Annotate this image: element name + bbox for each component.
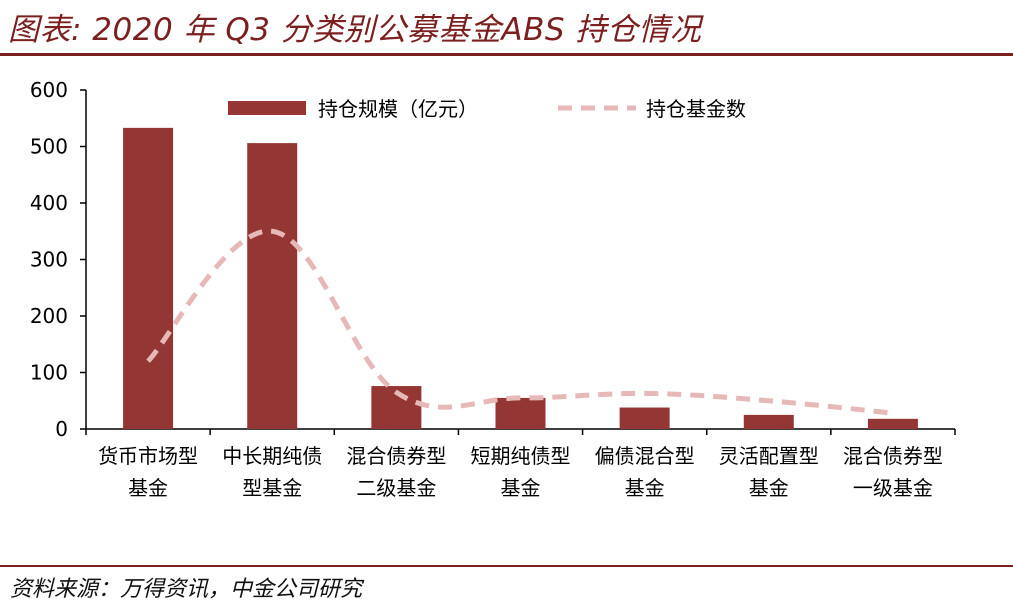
y-tick-label: 200	[30, 304, 68, 328]
bar	[743, 414, 794, 429]
legend-label: 持仓基金数	[646, 97, 746, 121]
category-label: 基金	[128, 476, 168, 500]
category-label: 一级基金	[853, 476, 933, 500]
y-tick-label: 300	[30, 248, 68, 272]
bar	[619, 407, 670, 429]
legend-label: 持仓规模（亿元）	[318, 97, 478, 121]
category-label: 偏债混合型	[595, 444, 695, 468]
series-line	[146, 228, 894, 416]
y-tick-label: 500	[30, 135, 68, 159]
chart-title: 图表: 2020 年 Q3 分类别公募基金ABS 持仓情况	[8, 12, 702, 48]
footer-divider	[0, 565, 1013, 567]
source-note: 资料来源：万得资讯，中金公司研究	[10, 577, 363, 602]
category-label: 混合债券型	[843, 444, 943, 468]
category-label: 货币市场型	[98, 444, 198, 468]
bar	[247, 143, 298, 430]
y-tick-label: 400	[30, 191, 68, 215]
category-label: 基金	[749, 476, 789, 500]
y-tick-label: 600	[30, 78, 68, 102]
category-label: 型基金	[242, 476, 302, 500]
category-label: 二级基金	[356, 476, 436, 500]
y-tick-label: 0	[55, 417, 68, 441]
title-divider	[0, 53, 1013, 56]
category-label: 灵活配置型	[719, 444, 819, 468]
category-label: 中长期纯债	[222, 444, 322, 468]
bar	[123, 127, 174, 429]
category-label: 混合债券型	[346, 444, 446, 468]
bar	[867, 418, 918, 429]
bar	[495, 397, 546, 429]
legend-swatch-bar	[228, 101, 306, 115]
category-label: 基金	[501, 476, 541, 500]
category-label: 基金	[625, 476, 665, 500]
category-label: 短期纯债型	[471, 444, 571, 468]
y-tick-label: 100	[30, 361, 68, 385]
